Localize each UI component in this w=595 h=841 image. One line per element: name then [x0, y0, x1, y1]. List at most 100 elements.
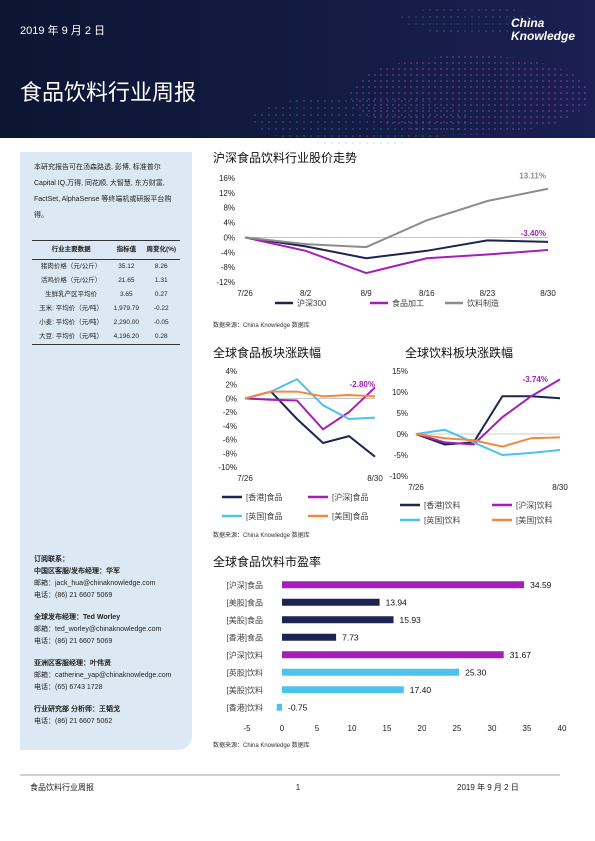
series-line [244, 187, 549, 249]
page-number: 1 [296, 783, 301, 792]
data-label: 7.73 [342, 632, 359, 642]
legend-label: [英国]食品 [246, 511, 282, 521]
series-line [244, 390, 376, 400]
chart-source: 数据来源：China Knowledge 数据库 [213, 531, 310, 539]
x-tick-label: 35 [523, 724, 532, 733]
contact-heading: 全球发布经理：Ted Worley [34, 614, 121, 621]
y-tick-label: -10% [389, 472, 408, 481]
table-header: 行业主要数据 指标值 周变化(%) [32, 240, 180, 260]
legend-label: [沪深]饮料 [516, 500, 552, 510]
table-cell: 1,979.79 [113, 305, 139, 312]
data-table: 行业主要数据 指标值 周变化(%) 猪肉价格（元/公斤） 35.12 8.26 活鸡价格（元… [32, 240, 180, 345]
x-tick-label: 7/26 [408, 483, 424, 492]
legend-label: 食品加工 [392, 298, 424, 308]
x-tick-label: 7/26 [237, 289, 253, 298]
data-label: 13.11% [519, 172, 546, 181]
x-tick-label: 7/26 [237, 474, 253, 483]
y-tick-label: -6% [223, 436, 237, 445]
x-tick-label: 20 [418, 724, 427, 733]
y-tick-label: -2% [223, 408, 237, 417]
x-tick-label: 40 [558, 724, 567, 733]
y-tick-label: -8% [223, 449, 237, 458]
y-tick-label: 10% [392, 388, 408, 397]
series-line [415, 428, 561, 457]
bar [276, 703, 282, 711]
annotation: -3.74% [523, 375, 548, 384]
contact-line: 电话：(86) 21 6607 5069 [34, 592, 113, 599]
legend-label: [美国]饮料 [516, 515, 552, 525]
bar [282, 581, 525, 589]
table-cell: -0.22 [153, 305, 169, 312]
chart-title: 全球食品饮料市盈率 [213, 554, 321, 569]
contact-line: 电话：(65) 6743 1728 [34, 684, 103, 691]
bar [282, 598, 380, 606]
x-tick-label: 8/30 [540, 289, 556, 298]
contact-heading: 行业研究部 分析师：王韬戈 [34, 706, 120, 713]
table-header-cell: 指标值 [110, 240, 143, 260]
intro-text: 本研究报告可在汤森路透, 彭博, 标准普尔 Capital IQ,万得, 同花顺… [34, 164, 172, 219]
x-tick-label: 0 [280, 724, 285, 733]
x-tick-label: 8/23 [480, 289, 496, 298]
category-label: [美股]食品 [227, 615, 263, 625]
category-label: [沪深]食品 [227, 580, 263, 590]
contact-line: 电话：(86) 21 6607 5069 [34, 638, 113, 645]
category-label: [香港]饮料 [227, 702, 263, 712]
chart-source: 数据来源：China Knowledge 数据库 [213, 321, 310, 329]
series-line [415, 433, 561, 448]
table-row: 生鲜乳产区平均价 3.65 0.27 [32, 288, 180, 302]
x-tick-label: 8/30 [367, 474, 383, 483]
y-tick-label: 0% [396, 430, 408, 439]
y-tick-label: 12% [219, 189, 235, 198]
data-label: 13.94 [386, 597, 408, 607]
legend-label: [英国]饮料 [424, 515, 460, 525]
table-cell: 1.31 [154, 277, 168, 284]
series-line [244, 390, 376, 458]
table-cell: 3.65 [120, 291, 133, 298]
contact-heading: 订阅联系： [34, 556, 69, 563]
contact-block: 行业研究部 分析师：王韬戈 电话：(86) 21 6607 5062 [34, 704, 184, 728]
data-label: -3.40% [521, 229, 546, 238]
sidebar: 本研究报告可在汤森路透, 彭博, 标准普尔 Capital IQ,万得, 同花顺… [20, 152, 192, 750]
footer-title: 食品饮料行业周报 [30, 782, 94, 792]
data-label: 17.40 [410, 685, 432, 695]
table-cell: 小麦: 平均价（元/吨） [39, 319, 104, 326]
contacts: 订阅联系： 中国区客服/发布经理：华军 邮箱：jack_hua@chinaknowl… [34, 554, 184, 738]
category-label: [沪深]饮料 [227, 650, 263, 660]
x-tick-label: 8/16 [419, 289, 435, 298]
category-label: [美股]饮料 [227, 685, 263, 695]
contact-heading: 亚洲区客服经理：叶伟贤 [34, 660, 111, 667]
data-label: -0.75 [288, 702, 308, 712]
series-line [244, 236, 549, 275]
bar [282, 651, 504, 659]
data-label: 25.30 [465, 667, 487, 677]
y-tick-label: 4% [223, 219, 235, 228]
legend-label: [美国]食品 [332, 511, 368, 521]
logo: China [511, 16, 545, 30]
footer-date: 2019 年 9 月 2 日 [457, 782, 519, 792]
legend-label: [香港]饮料 [424, 500, 460, 510]
contact-line: 邮箱：ted_worley@chinaknowledge.com [34, 626, 162, 633]
logo: Knowledge [511, 29, 575, 43]
chart-title: 全球食品板块涨跌幅 [213, 345, 321, 360]
x-tick-label: 25 [453, 724, 462, 733]
x-tick-label: 10 [348, 724, 357, 733]
table-body: 猪肉价格（元/公斤） 35.12 8.26 活鸡价格（元/公斤） 21.65 1.31 生鲜… [32, 260, 180, 345]
bar [282, 668, 460, 676]
contact-line: 电话：(86) 21 6607 5062 [34, 718, 113, 725]
table-header-cell: 行业主要数据 [32, 240, 111, 260]
y-tick-label: 2% [225, 381, 237, 390]
contact-block: 亚洲区客服经理：叶伟贤 邮箱：catherine_yap@chinaknowled… [34, 658, 184, 694]
y-tick-label: 0% [223, 233, 235, 242]
x-tick-label: -5 [243, 724, 251, 733]
contact-block: 订阅联系： 中国区客服/发布经理：华军 邮箱：jack_hua@chinaknowl… [34, 554, 184, 602]
y-tick-label: 15% [392, 367, 408, 376]
table-cell: 生鲜乳产区平均价 [45, 291, 98, 298]
table-row: 猪肉价格（元/公斤） 35.12 8.26 [32, 260, 180, 275]
y-tick-label: -4% [221, 248, 235, 257]
category-label: [美股]食品 [227, 597, 263, 607]
legend-label: [香港]食品 [246, 492, 282, 502]
y-tick-label: 5% [396, 409, 408, 418]
data-label: 15.93 [400, 615, 422, 625]
chart-title: 全球饮料板块涨跌幅 [405, 345, 513, 360]
data-label: 34.59 [530, 580, 552, 590]
